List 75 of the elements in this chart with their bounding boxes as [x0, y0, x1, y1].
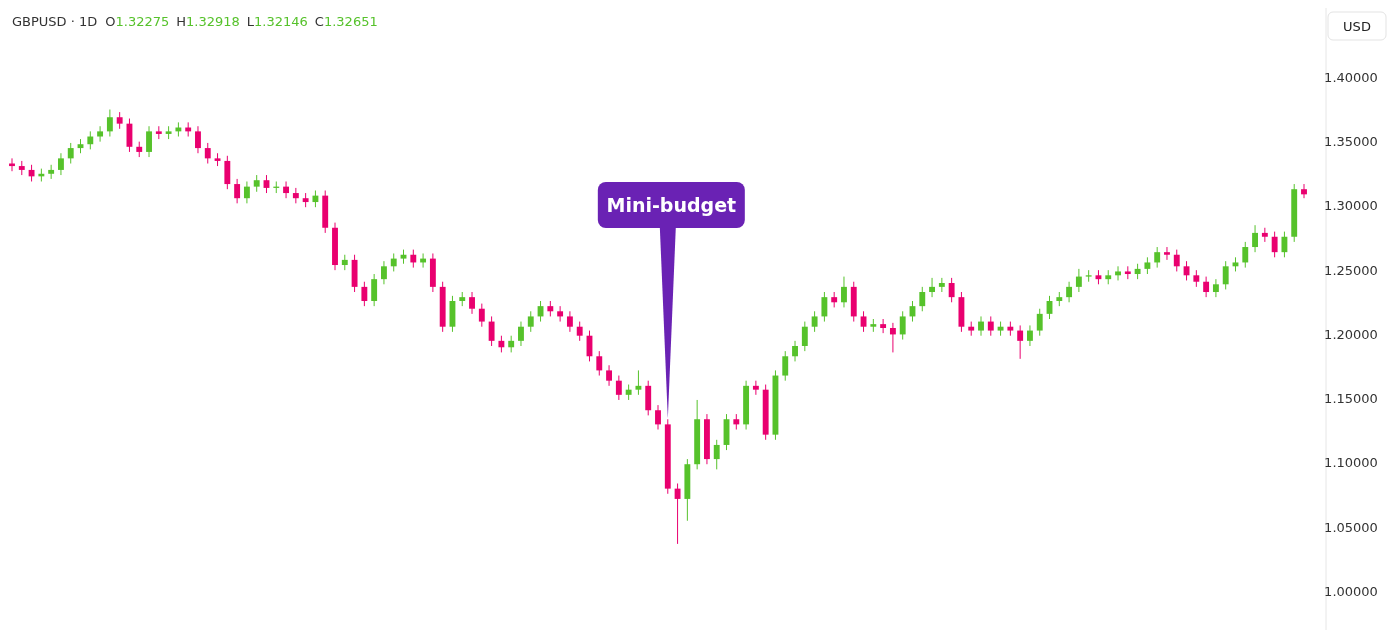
text: GBPUSD · 1D — [12, 14, 98, 29]
candlestick — [811, 310, 818, 333]
candlestick — [899, 310, 906, 341]
candlestick — [1222, 260, 1229, 290]
candlestick — [978, 315, 984, 337]
candlestick — [224, 155, 231, 190]
candlestick — [1036, 308, 1043, 337]
candlestick — [889, 322, 896, 353]
candlestick — [371, 273, 378, 307]
candlestick — [518, 321, 524, 347]
y-tick-label: 1.20000 — [1324, 326, 1378, 342]
candlestick — [1301, 183, 1307, 199]
candlestick — [1252, 224, 1258, 253]
candlestick — [1066, 281, 1073, 303]
candlestick — [860, 310, 867, 333]
candlestick — [67, 142, 74, 164]
candlestick — [596, 350, 603, 377]
candlestick — [576, 321, 583, 342]
candlestick — [1164, 246, 1170, 261]
candlestick — [488, 315, 495, 347]
candlestick — [792, 340, 798, 362]
candlestick — [1075, 268, 1082, 293]
candlestick — [821, 291, 828, 323]
candlestick — [527, 310, 534, 333]
candlestick — [1017, 324, 1024, 360]
text: O1.32275 H1.32918 L1.32146 C1.32651 — [105, 14, 378, 29]
candlestick — [880, 318, 887, 334]
candlestick — [195, 125, 201, 154]
annotation: Mini-budget — [606, 193, 737, 216]
candlestick — [674, 483, 681, 545]
candlestick — [801, 321, 808, 352]
candlestick — [146, 125, 152, 158]
candlestick — [1027, 324, 1033, 347]
candlestick — [1271, 231, 1278, 258]
y-tick-label: 1.25000 — [1324, 262, 1378, 278]
candlestick — [557, 305, 564, 323]
candlestick — [948, 277, 955, 303]
candlestick — [1154, 246, 1161, 269]
candlestick — [1242, 241, 1249, 269]
candlestick — [58, 152, 64, 176]
y-tick-label: 1.05000 — [1324, 519, 1378, 535]
candlestick — [841, 276, 847, 308]
candlestick — [234, 178, 241, 204]
candlestick — [987, 315, 994, 337]
candlestick — [1212, 278, 1219, 298]
candlestick — [469, 291, 475, 315]
candlestick — [361, 281, 368, 307]
candlestick — [782, 350, 789, 382]
candlestick — [615, 375, 622, 401]
candlestick — [919, 286, 926, 312]
candlestick — [929, 277, 935, 298]
candlestick — [478, 303, 485, 328]
candlestick — [97, 125, 104, 143]
y-tick-label: 1.10000 — [1324, 455, 1378, 471]
candlestick — [106, 109, 113, 138]
candlestick — [752, 380, 759, 396]
candlestick — [243, 180, 250, 204]
candlestick — [1115, 265, 1121, 281]
y-tick-label: 1.35000 — [1324, 134, 1378, 150]
candlestick — [713, 439, 720, 470]
candlestick — [1281, 231, 1288, 258]
candlestick — [283, 180, 289, 199]
candlestick — [655, 404, 661, 431]
candlestick — [566, 310, 573, 333]
y-tick-label: 1.00000 — [1324, 584, 1378, 599]
candlestick — [606, 364, 612, 387]
y-tick-label: 1.40000 — [1324, 69, 1378, 85]
candlestick — [381, 260, 387, 285]
y-tick-label: 1.30000 — [1324, 198, 1378, 214]
candlestick — [1203, 276, 1210, 298]
candlestick — [1173, 249, 1180, 272]
candlestick — [204, 142, 211, 164]
candlestick — [635, 369, 642, 396]
y-tick-label: 1.15000 — [1324, 391, 1378, 407]
y-axis-title: USD — [1343, 18, 1371, 34]
